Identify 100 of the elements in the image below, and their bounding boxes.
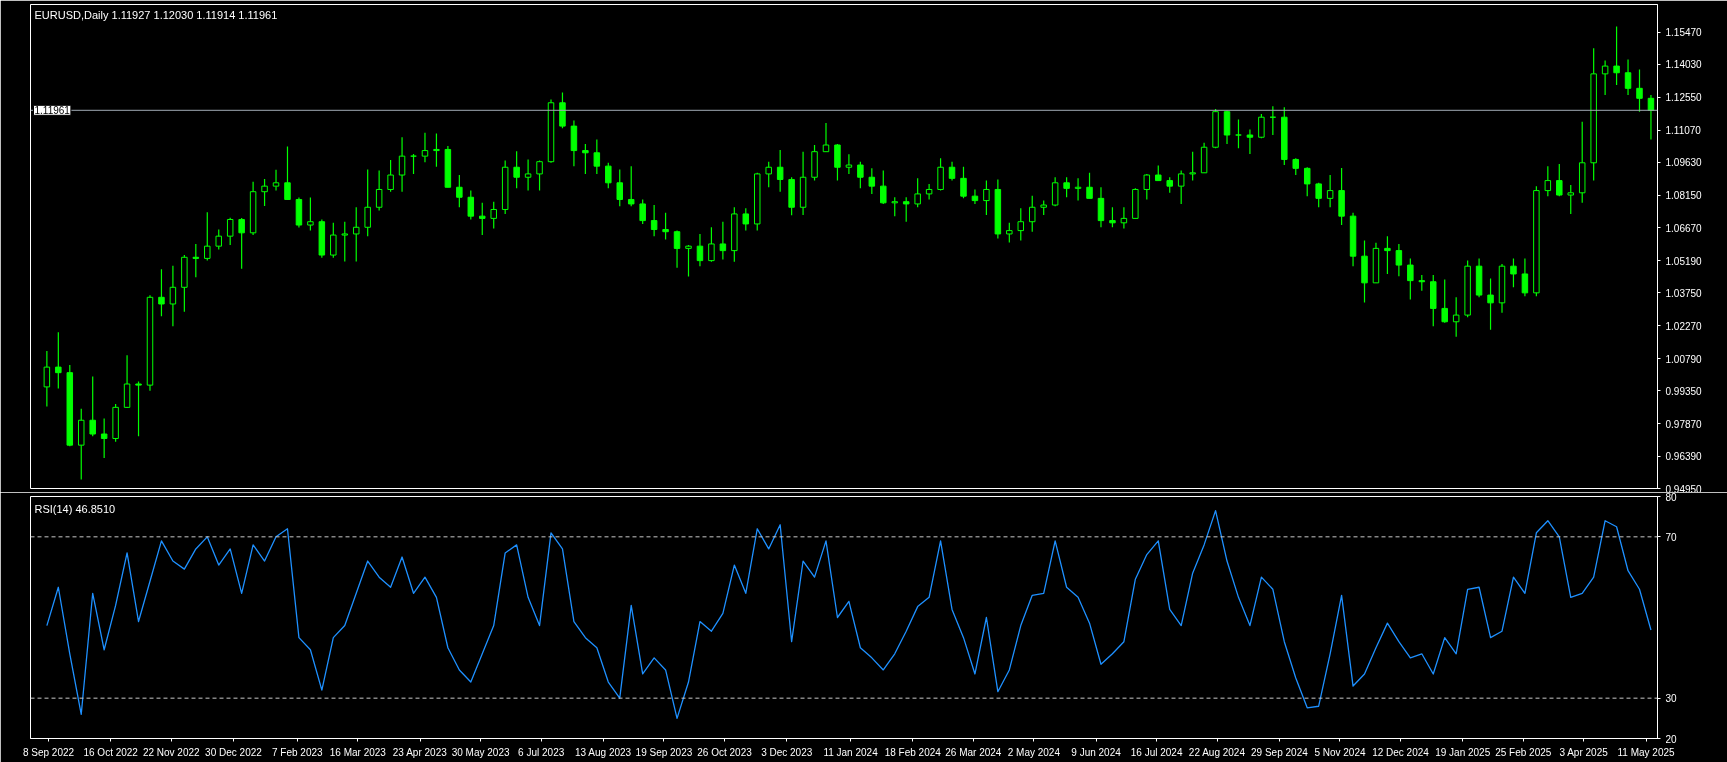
candlestick (364, 168, 371, 237)
candlestick (1636, 68, 1643, 113)
candlestick (960, 166, 967, 199)
candlestick (456, 174, 463, 208)
candlestick (708, 226, 715, 263)
candlestick (559, 91, 566, 129)
y-tick-label: 30 (1665, 693, 1678, 705)
candlestick (673, 230, 681, 269)
candlestick (1074, 177, 1082, 202)
candlestick (123, 354, 131, 409)
candlestick (307, 196, 314, 232)
candlestick (158, 268, 165, 317)
candlestick (330, 222, 337, 259)
candlestick (1177, 169, 1185, 205)
candlestick (1235, 118, 1242, 149)
candlestick (1510, 257, 1517, 288)
candlestick (1521, 257, 1529, 297)
candlestick (1223, 109, 1231, 145)
y-tick-label: 1.05190 (1665, 255, 1703, 267)
candlestick (639, 198, 646, 225)
candlestick (1258, 113, 1265, 139)
candlestick (1120, 206, 1128, 229)
candlestick (582, 143, 589, 175)
candlestick (1441, 278, 1448, 324)
candlestick (536, 159, 543, 192)
y-tick-label: 1.00790 (1665, 353, 1703, 365)
x-tick-label: 19 Sep 2023 (635, 746, 693, 758)
candlestick (1624, 58, 1632, 96)
y-tick-label: 1.14030 (1665, 59, 1703, 71)
candlestick (1452, 296, 1460, 338)
text: RSI(14) 46.8510 (34, 502, 116, 515)
x-tick-label: 23 Apr 2023 (392, 746, 448, 758)
candlestick (685, 244, 692, 278)
x-tick-label: 30 May 2023 (451, 746, 510, 758)
candlestick (880, 169, 887, 205)
candlestick (204, 211, 211, 262)
candlestick (1246, 128, 1254, 155)
x-tick-label: 19 Jan 2025 (1435, 746, 1491, 758)
candlestick (135, 380, 142, 437)
x-tick-label: 3 Dec 2023 (761, 746, 813, 758)
chart-title: EURUSD,Daily 1.11927 1.12030 1.11914 1.11961 (34, 8, 278, 21)
x-tick-label: 29 Sep 2024 (1251, 746, 1309, 758)
candlestick (902, 196, 910, 223)
candlestick (410, 153, 417, 175)
x-tick-label: 22 Aug 2024 (1188, 746, 1246, 758)
candlestick (1143, 173, 1151, 201)
x-tick-label: 7 Feb 2023 (272, 746, 324, 758)
candlestick (1051, 176, 1059, 207)
candlestick (284, 145, 291, 201)
candlestick (822, 122, 830, 153)
candlestick (1097, 186, 1105, 228)
y-tick-label: 1.09630 (1665, 157, 1703, 169)
x-tick-label: 12 Dec 2024 (1372, 746, 1430, 758)
candlestick (524, 158, 532, 192)
x-tick-label: 16 Jul 2024 (1130, 746, 1183, 758)
candlestick (169, 265, 177, 327)
candlestick (1017, 207, 1025, 242)
candlestick (1613, 25, 1620, 86)
x-tick-label: 30 Dec 2022 (205, 746, 263, 758)
candlestick (937, 157, 944, 192)
x-tick-label: 11 May 2025 (1617, 746, 1676, 758)
candlestick (1384, 235, 1391, 275)
candlestick (1601, 59, 1609, 96)
candlestick (845, 153, 853, 175)
candlestick (513, 150, 520, 189)
candlestick (467, 189, 475, 221)
candlestick (1326, 174, 1334, 208)
y-tick-label: 1.02270 (1665, 320, 1703, 332)
candlestick (1063, 176, 1070, 198)
y-tick-label: 1.15470 (1665, 27, 1703, 39)
candlestick (593, 138, 601, 175)
x-tick-label: 16 Oct 2022 (83, 746, 139, 758)
candlestick (719, 221, 727, 261)
candlestick (1189, 151, 1196, 182)
x-tick-label: 22 Nov 2022 (142, 746, 201, 758)
candlestick (433, 132, 440, 168)
x-tick-label: 16 Mar 2023 (329, 746, 387, 758)
candlestick (490, 201, 497, 229)
y-tick-label: 0.96390 (1665, 451, 1703, 463)
y-tick-label: 0.99350 (1665, 385, 1703, 397)
candlestick (1567, 184, 1574, 215)
candlestick (1086, 172, 1093, 199)
candlestick (341, 221, 349, 263)
candlestick (971, 188, 979, 205)
y-tick-label: 70 (1665, 531, 1678, 543)
x-tick-label: 26 Oct 2023 (697, 746, 753, 758)
candlestick (261, 178, 268, 207)
candlestick (192, 243, 200, 278)
candlestick (1028, 195, 1036, 233)
candlestick (1303, 166, 1311, 197)
candlestick (1487, 277, 1494, 331)
candlestick (616, 168, 624, 207)
x-tick-label: 26 Mar 2024 (945, 746, 1002, 758)
candlestick (696, 233, 704, 267)
candlestick (868, 167, 876, 195)
candlestick (1556, 163, 1563, 197)
candlestick (605, 162, 612, 189)
candlestick (272, 169, 280, 192)
candlestick (55, 331, 62, 390)
x-tick-label: 13 Aug 2023 (575, 746, 632, 758)
